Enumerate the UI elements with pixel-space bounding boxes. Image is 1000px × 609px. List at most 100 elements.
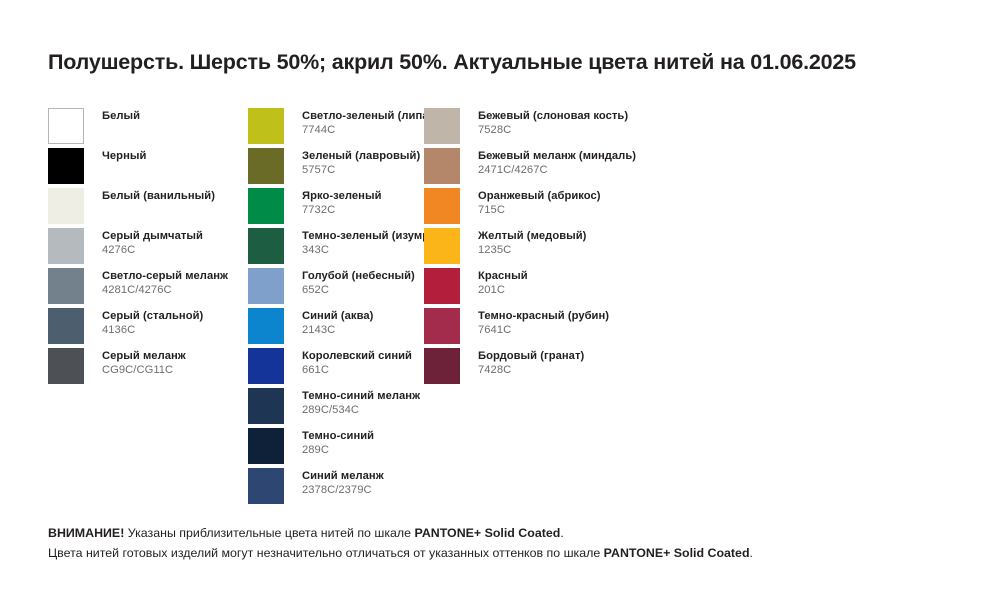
- swatch-text: Оранжевый (абрикос) 715C: [478, 188, 601, 217]
- swatch-row[interactable]: Ярко-зеленый 7732C: [248, 188, 446, 228]
- color-swatch[interactable]: [424, 348, 460, 384]
- swatch-text: Черный: [102, 148, 146, 163]
- swatch-name: Черный: [102, 150, 147, 162]
- swatch-row[interactable]: Бежевый меланж (миндаль) 2471C/4267C: [424, 148, 636, 188]
- swatch-text: Ярко-зеленый 7732C: [302, 188, 382, 217]
- color-swatch[interactable]: [48, 308, 84, 344]
- swatch-name: Синий меланж: [302, 470, 384, 482]
- swatch-name: Белый (ванильный): [102, 190, 215, 202]
- color-swatch[interactable]: [248, 268, 284, 304]
- swatch-text: Белый (ванильный): [102, 188, 215, 203]
- swatch-pantone-code: 715C: [478, 204, 505, 217]
- swatch-text: Бордовый (гранат) 7428C: [478, 348, 584, 377]
- color-swatch[interactable]: [424, 188, 460, 224]
- swatch-row[interactable]: Белый: [48, 108, 228, 148]
- color-swatch[interactable]: [48, 188, 84, 224]
- swatch-row[interactable]: Темно-зеленый (изумруд) 343C: [248, 228, 446, 268]
- color-swatch[interactable]: [424, 228, 460, 264]
- swatch-name: Светло-зеленый (липа): [302, 110, 433, 122]
- swatch-pantone-code: 7428C: [478, 364, 512, 377]
- swatch-row[interactable]: Зеленый (лавровый) 5757C: [248, 148, 446, 188]
- color-swatch[interactable]: [424, 308, 460, 344]
- swatch-pantone-code: 201C: [478, 284, 505, 297]
- swatch-pantone-code: 652C: [302, 284, 329, 297]
- color-swatch[interactable]: [48, 148, 84, 184]
- swatch-text: Бежевый меланж (миндаль) 2471C/4267C: [478, 148, 636, 177]
- swatch-pantone-code: 7732C: [302, 204, 336, 217]
- color-swatch[interactable]: [424, 148, 460, 184]
- swatch-name: Серый меланж: [102, 350, 186, 362]
- swatch-text: Синий (аква) 2143C: [302, 308, 373, 337]
- swatch-name: Бордовый (гранат): [478, 350, 585, 362]
- swatch-name: Красный: [478, 270, 528, 282]
- footer-pantone-label-2: PANTONE+ Solid Coated: [603, 546, 750, 561]
- swatch-row[interactable]: Красный 201C: [424, 268, 636, 308]
- swatch-row[interactable]: Светло-серый меланж 4281C/4276C: [48, 268, 228, 308]
- swatch-name: Белый: [102, 110, 141, 122]
- swatch-text: Бежевый (слоновая кость) 7528C: [478, 108, 628, 137]
- color-swatch[interactable]: [248, 388, 284, 424]
- color-swatch[interactable]: [248, 188, 284, 224]
- swatch-row[interactable]: Бордовый (гранат) 7428C: [424, 348, 636, 388]
- footer-line-2-end: .: [749, 546, 753, 561]
- swatch-row[interactable]: Белый (ванильный): [48, 188, 228, 228]
- swatch-pantone-code: 2378C/2379C: [302, 484, 372, 497]
- footer-line-2: Цвета нитей готовых изделий могут незнач…: [48, 543, 753, 563]
- swatch-name: Королевский синий: [302, 350, 412, 362]
- swatch-row[interactable]: Серый (стальной) 4136C: [48, 308, 228, 348]
- color-swatch[interactable]: [248, 108, 284, 144]
- color-swatch[interactable]: [48, 108, 84, 144]
- color-swatch[interactable]: [248, 468, 284, 504]
- swatch-row[interactable]: Оранжевый (абрикос) 715C: [424, 188, 636, 228]
- swatch-pantone-code: CG9C/CG11C: [102, 364, 174, 377]
- swatch-row[interactable]: Черный: [48, 148, 228, 188]
- swatch-row[interactable]: Бежевый (слоновая кость) 7528C: [424, 108, 636, 148]
- swatch-row[interactable]: Темно-красный (рубин) 7641C: [424, 308, 636, 348]
- swatch-row[interactable]: Синий меланж 2378C/2379C: [248, 468, 446, 508]
- swatch-pantone-code: 289C: [302, 444, 329, 457]
- swatch-row[interactable]: Серый меланж CG9C/CG11C: [48, 348, 228, 388]
- swatch-row[interactable]: Светло-зеленый (липа) 7744C: [248, 108, 446, 148]
- swatch-row[interactable]: Голубой (небесный) 652C: [248, 268, 446, 308]
- footer-note: ВНИМАНИЕ! Указаны приблизительные цвета …: [48, 523, 753, 563]
- swatch-row[interactable]: Темно-синий меланж 289C/534C: [248, 388, 446, 428]
- swatch-text: Синий меланж 2378C/2379C: [302, 468, 384, 497]
- swatch-text: Желтый (медовый) 1235C: [478, 228, 586, 257]
- swatch-row[interactable]: Темно-синий 289C: [248, 428, 446, 468]
- swatch-name: Желтый (медовый): [478, 230, 587, 242]
- swatch-row[interactable]: Серый дымчатый 4276C: [48, 228, 228, 268]
- swatch-text: Зеленый (лавровый) 5757C: [302, 148, 420, 177]
- color-swatch[interactable]: [248, 308, 284, 344]
- color-swatch[interactable]: [48, 348, 84, 384]
- swatch-text: Белый: [102, 108, 140, 123]
- swatch-text: Серый (стальной) 4136C: [102, 308, 203, 337]
- swatch-row[interactable]: Синий (аква) 2143C: [248, 308, 446, 348]
- color-swatch[interactable]: [248, 348, 284, 384]
- swatch-row[interactable]: Желтый (медовый) 1235C: [424, 228, 636, 268]
- swatch-name: Бежевый (слоновая кость): [478, 110, 629, 122]
- swatch-name: Ярко-зеленый: [302, 190, 382, 202]
- color-swatch[interactable]: [248, 148, 284, 184]
- color-swatch[interactable]: [424, 108, 460, 144]
- swatch-column-1: Светло-зеленый (липа) 7744C Зеленый (лавро…: [248, 108, 446, 508]
- color-swatch[interactable]: [48, 228, 84, 264]
- swatch-name: Темно-синий: [302, 430, 375, 442]
- footer-pantone-label-1: PANTONE+ Solid Coated: [414, 526, 561, 540]
- swatch-text: Темно-зеленый (изумруд) 343C: [302, 228, 446, 257]
- swatch-name: Зеленый (лавровый): [302, 150, 421, 162]
- color-swatch[interactable]: [48, 268, 84, 304]
- swatch-pantone-code: 4276C: [102, 244, 136, 257]
- color-swatch[interactable]: [424, 268, 460, 304]
- swatch-row[interactable]: Королевский синий 661C: [248, 348, 446, 388]
- color-swatch[interactable]: [248, 428, 284, 464]
- swatch-pantone-code: 7744C: [302, 124, 336, 137]
- swatch-text: Красный 201C: [478, 268, 528, 297]
- swatch-pantone-code: 5757C: [302, 164, 336, 177]
- swatch-column-2: Бежевый (слоновая кость) 7528C Бежевый мел…: [424, 108, 636, 388]
- swatch-name: Серый дымчатый: [102, 230, 203, 242]
- color-swatch[interactable]: [248, 228, 284, 264]
- swatch-pantone-code: 2471C/4267C: [478, 164, 548, 177]
- swatch-text: Серый меланж CG9C/CG11C: [102, 348, 186, 377]
- swatch-name: Синий (аква): [302, 310, 374, 322]
